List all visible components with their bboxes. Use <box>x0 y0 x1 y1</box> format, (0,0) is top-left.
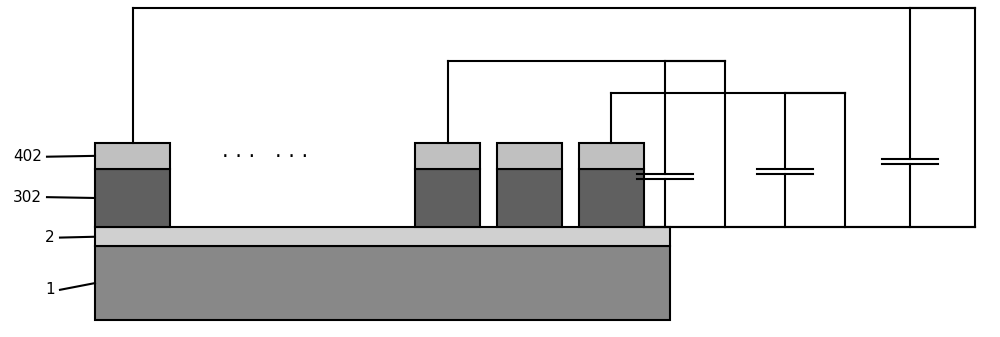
Bar <box>95 143 170 168</box>
Bar <box>95 168 170 227</box>
Bar <box>497 143 562 168</box>
Text: 1: 1 <box>45 282 55 297</box>
Bar <box>95 246 670 320</box>
Text: 2: 2 <box>45 230 55 245</box>
Text: 402: 402 <box>13 149 42 164</box>
Bar <box>579 168 644 227</box>
Bar <box>415 143 480 168</box>
Bar <box>497 168 562 227</box>
Bar <box>579 143 644 168</box>
Text: · · ·   · · ·: · · · · · · <box>222 147 308 167</box>
Bar <box>95 227 670 246</box>
Text: 302: 302 <box>13 190 42 205</box>
Bar <box>415 168 480 227</box>
